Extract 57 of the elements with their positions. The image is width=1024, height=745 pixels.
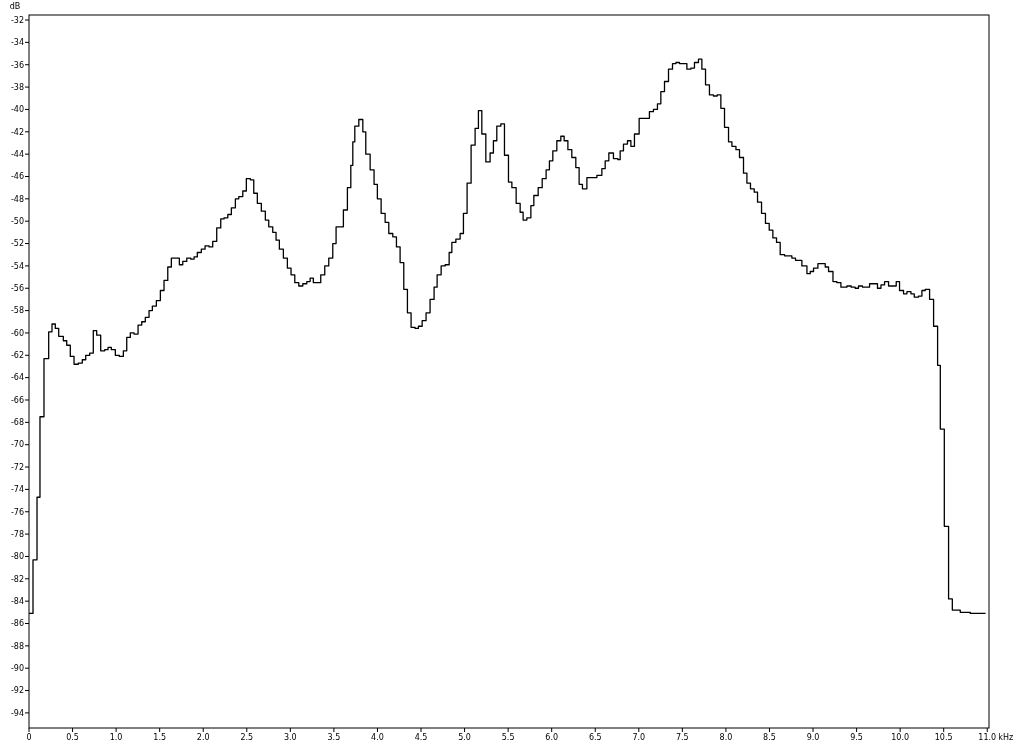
y-tick-label: -46 xyxy=(10,172,24,182)
x-axis-title: kHz xyxy=(998,733,1014,742)
x-tick-label: 4.5 xyxy=(414,733,428,742)
x-tick-label: 0.5 xyxy=(66,733,79,742)
x-tick-label: 11.0 xyxy=(978,733,997,742)
x-tick-label: 7.5 xyxy=(675,733,689,742)
y-tick-label: -56 xyxy=(10,284,24,294)
x-tick-label: 9.0 xyxy=(806,733,820,742)
x-tick-label: 10.5 xyxy=(934,733,953,742)
y-tick-label: -62 xyxy=(10,351,24,361)
y-tick-label: -32 xyxy=(10,15,24,25)
x-tick-label: 1.5 xyxy=(153,733,167,742)
y-tick-label: -34 xyxy=(10,38,24,48)
y-tick-label: -94 xyxy=(10,708,24,718)
y-tick-label: -92 xyxy=(10,686,24,696)
y-tick-label: -54 xyxy=(10,261,24,271)
y-tick-label: -58 xyxy=(10,306,24,316)
y-tick-label: -90 xyxy=(10,664,24,674)
y-tick-label: -44 xyxy=(10,149,24,159)
y-tick-label: -76 xyxy=(10,507,24,517)
y-tick-label: -38 xyxy=(10,82,24,92)
y-tick-label: -78 xyxy=(10,529,24,539)
y-tick-label: -80 xyxy=(10,552,24,562)
x-tick-label: 5.0 xyxy=(458,733,471,742)
y-tick-label: -48 xyxy=(10,194,24,204)
x-tick-label: 2.0 xyxy=(196,733,210,742)
x-tick-label: 6.0 xyxy=(545,733,559,742)
x-tick-label: 5.5 xyxy=(501,733,515,742)
y-tick-label: -64 xyxy=(10,373,24,383)
x-tick-label: 6.5 xyxy=(588,733,602,742)
y-tick-label: -70 xyxy=(10,440,24,450)
y-tick-label: -40 xyxy=(10,105,24,115)
y-tick-label: -74 xyxy=(10,485,24,495)
y-tick-label: -60 xyxy=(10,328,24,338)
x-tick-label: 2.5 xyxy=(240,733,254,742)
x-tick-label: 10.0 xyxy=(891,733,910,742)
y-tick-label: -68 xyxy=(10,418,24,428)
y-tick-label: -36 xyxy=(10,60,24,70)
x-tick-label: 8.5 xyxy=(763,733,776,742)
y-tick-label: -88 xyxy=(10,641,24,651)
x-tick-label: 8.0 xyxy=(719,733,733,742)
x-tick-label: 3.5 xyxy=(327,733,341,742)
y-tick-label: -52 xyxy=(10,239,24,249)
x-tick-label: 9.5 xyxy=(850,733,863,742)
y-tick-label: -42 xyxy=(10,127,24,137)
x-tick-label: 4.0 xyxy=(371,733,384,742)
x-tick-label: 1.0 xyxy=(109,733,123,742)
x-tick-label: 3.0 xyxy=(283,733,297,742)
y-tick-label: -84 xyxy=(10,596,24,606)
x-tick-label: 0 xyxy=(26,733,32,742)
y-axis-title: dB xyxy=(9,2,21,11)
y-tick-label: -86 xyxy=(10,619,24,629)
y-tick-label: -72 xyxy=(10,462,24,472)
x-tick-label: 7.0 xyxy=(632,733,646,742)
y-tick-label: -50 xyxy=(10,216,24,226)
y-tick-label: -66 xyxy=(10,395,24,405)
y-tick-label: -82 xyxy=(10,574,24,584)
